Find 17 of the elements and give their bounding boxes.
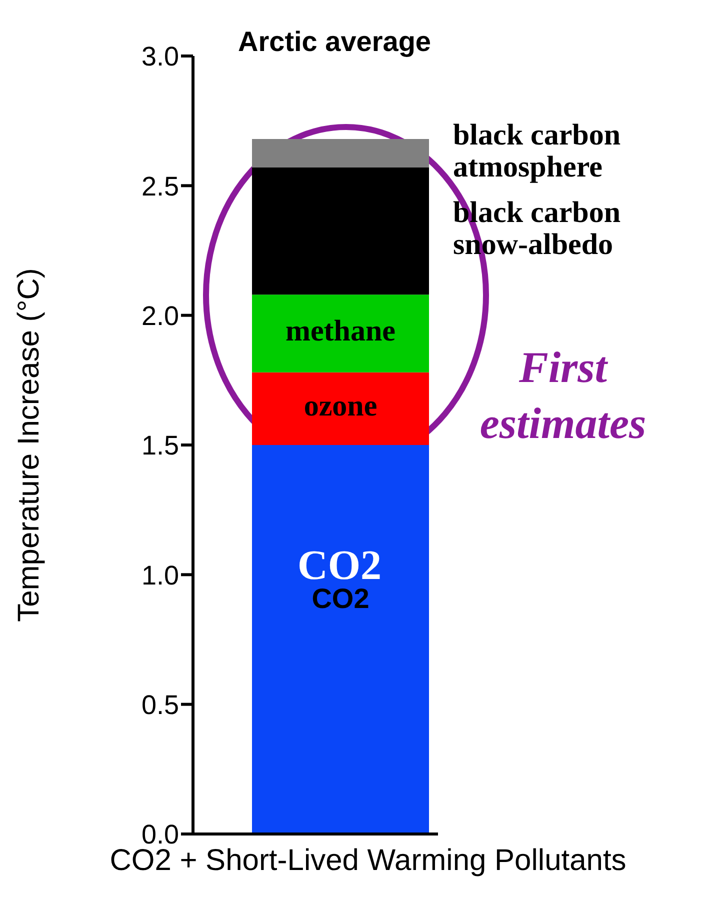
y-tick-label: 0.5 — [141, 690, 179, 720]
bar — [252, 372, 429, 445]
text: First estimates — [478, 342, 648, 450]
chart-title: Arctic average — [238, 26, 432, 58]
y-tick-label: 1.0 — [141, 560, 179, 590]
series-label: methane — [286, 314, 396, 348]
series-label: black carbon atmosphere — [453, 118, 621, 184]
bar — [252, 138, 429, 168]
y-tick-label: 2.0 — [141, 300, 179, 331]
y-axis-title: Temperature Increase (°C) — [12, 268, 46, 622]
bar — [252, 168, 429, 295]
y-tick-label: 2.5 — [141, 171, 179, 202]
bar — [252, 445, 429, 834]
series-label: ozone — [304, 390, 378, 423]
y-tick-label: 1.5 — [141, 430, 179, 461]
y-tick-label: 3.0 — [141, 42, 179, 72]
bar — [252, 294, 429, 372]
